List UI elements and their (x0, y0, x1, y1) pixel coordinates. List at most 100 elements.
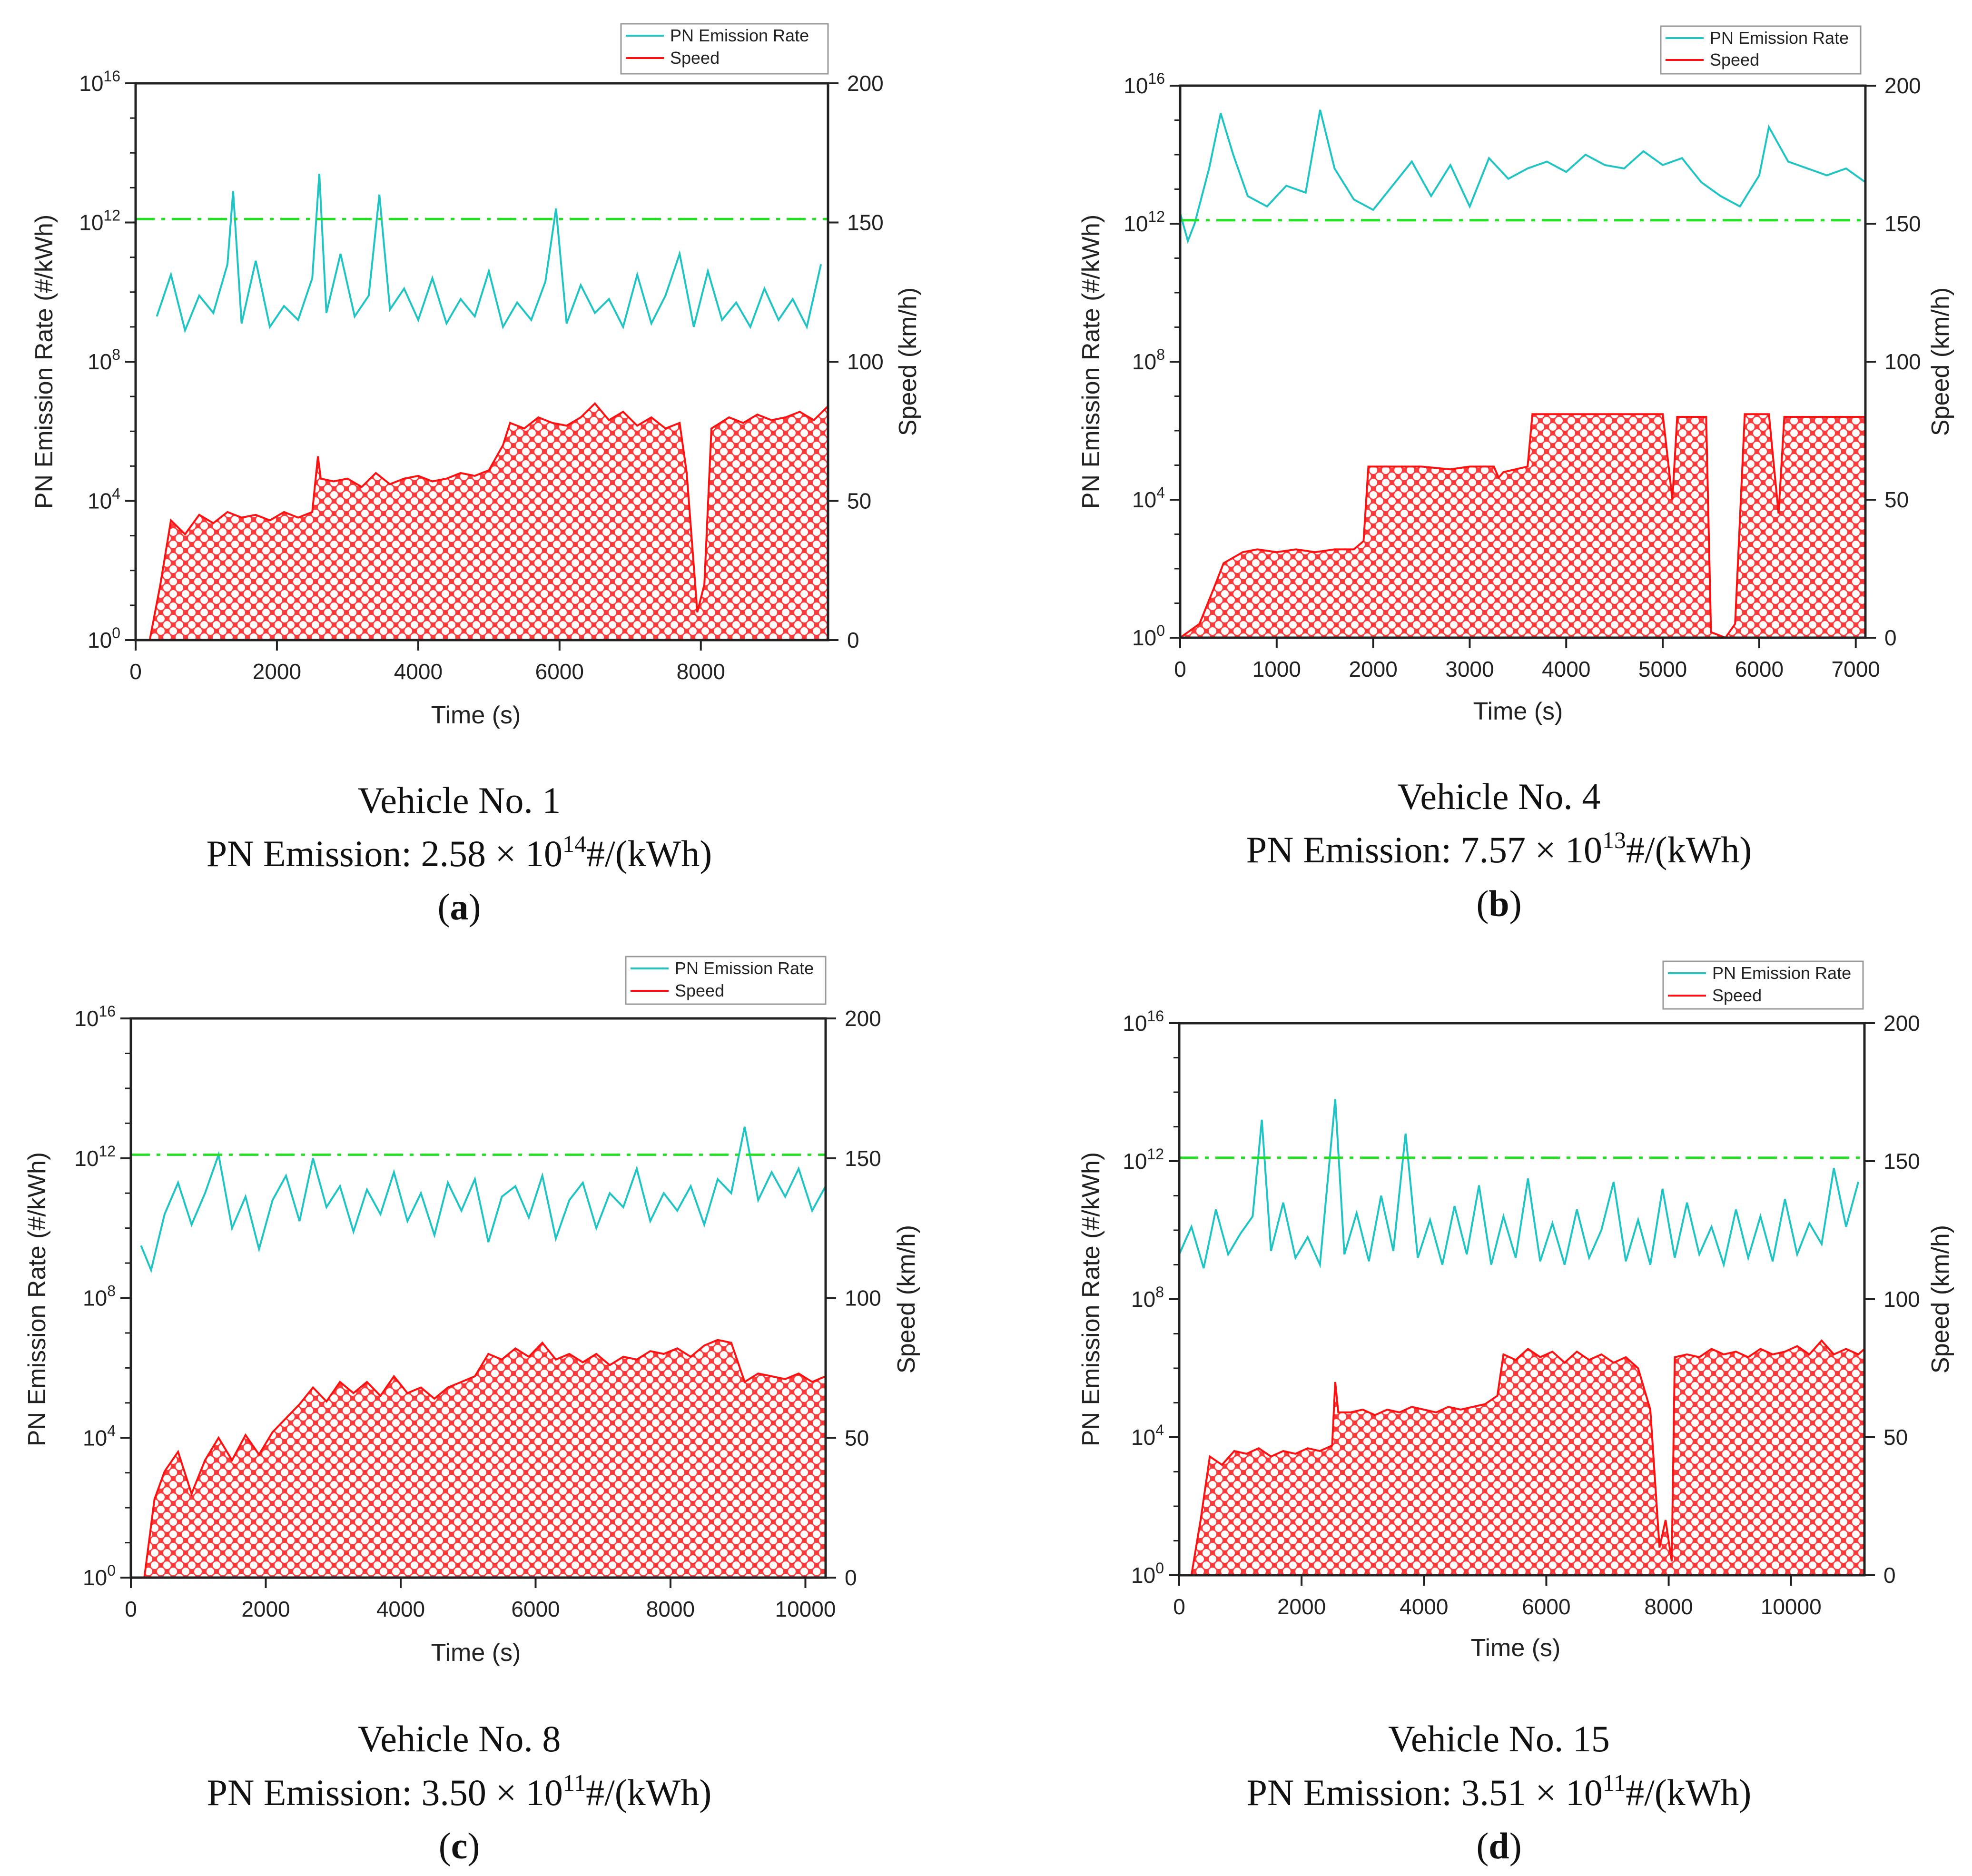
emission-prefix: PN Emission: 2.58 × 10 (207, 833, 562, 874)
x-tick-label: 7000 (1832, 657, 1880, 681)
emission-caption: PN Emission: 7.57 × 1013#/(kWh) (1246, 827, 1752, 870)
panel-a: 0 2000 4000 6000 800010010410810121016050100… (30, 23, 922, 928)
legend: PN Emission Rate Speed (620, 23, 829, 75)
y-tick-exponent: 8 (1155, 1284, 1164, 1301)
y-tick-label: 100 (1131, 1560, 1164, 1588)
y2-tick-label: 0 (1883, 1563, 1896, 1588)
plot-frame (1178, 1022, 1866, 1577)
y2-tick-label: 0 (845, 1565, 857, 1590)
y-tick-base: 10 (83, 1425, 107, 1450)
y-tick-label: 1016 (1124, 70, 1165, 98)
y-tick-exponent: 12 (1147, 1145, 1164, 1163)
emission-exponent: 13 (1602, 827, 1626, 853)
speed-line (143, 1339, 826, 1578)
chart-b-plot: 0 1000 2000 3000 4000 5000 6000 700010010410810… (1124, 70, 1921, 681)
y-tick-base: 10 (83, 1286, 107, 1311)
vehicle-title: Vehicle No. 4 (1398, 776, 1601, 817)
x-tick-label: 10000 (1761, 1594, 1822, 1619)
x-tick-label: 0 (125, 1597, 137, 1621)
y2-tick-label: 150 (1883, 1149, 1920, 1174)
y-axis-title: PN Emission Rate (#/kWh) (30, 215, 58, 509)
x-tick-label: 0 (1174, 657, 1186, 681)
y2-tick-label: 50 (1883, 1425, 1908, 1450)
y-tick-base: 10 (1124, 73, 1148, 98)
emission-caption: PN Emission: 2.58 × 1014#/(kWh) (207, 830, 712, 874)
y-tick-exponent: 0 (107, 1562, 116, 1579)
x-tick-label: 0 (1173, 1594, 1185, 1619)
speed-line (148, 402, 829, 641)
emission-suffix: #/(kWh) (586, 1772, 711, 1813)
legend-label-pn: PN Emission Rate (1712, 963, 1851, 983)
y-tick-exponent: 0 (112, 624, 120, 642)
y-tick-label: 1016 (1123, 1007, 1164, 1036)
speed-line (1179, 413, 1865, 639)
y-axis-title: PN Emission Rate (#/kWh) (1077, 1152, 1105, 1446)
x-tick-label: 6000 (1735, 657, 1784, 681)
x-tick-label: 5000 (1638, 657, 1687, 681)
y-tick-exponent: 4 (107, 1422, 116, 1439)
y-tick-exponent: 16 (103, 68, 120, 85)
emission-prefix: PN Emission: 3.51 × 10 (1247, 1772, 1603, 1813)
y-tick-label: 100 (88, 624, 120, 652)
y2-tick-label: 100 (845, 1286, 881, 1311)
legend-label-pn: PN Emission Rate (670, 26, 809, 45)
emission-suffix: #/(kWh) (586, 833, 712, 874)
y-tick-exponent: 12 (103, 207, 120, 224)
legend-box (1660, 25, 1862, 75)
y-tick-base: 10 (1131, 1425, 1155, 1450)
y2-tick-label: 200 (847, 71, 884, 96)
legend: PN Emission Rate Speed (1662, 960, 1864, 1010)
y-tick-label: 104 (1131, 1422, 1164, 1450)
y-tick-label: 1016 (74, 1003, 116, 1031)
y-tick-base: 10 (79, 210, 103, 235)
y-tick-base: 10 (1123, 1149, 1147, 1174)
speed-area (1191, 1341, 1864, 1575)
y-tick-label: 104 (1132, 484, 1165, 512)
y2-tick-label: 200 (1884, 73, 1921, 98)
y2-tick-label: 100 (1883, 1287, 1920, 1312)
pn-emission-line (156, 173, 822, 334)
legend: PN Emission Rate Speed (1660, 25, 1862, 75)
y-tick-exponent: 0 (1156, 622, 1165, 639)
emission-suffix: #/(kWh) (1626, 829, 1752, 870)
y-tick-base: 10 (74, 1146, 99, 1171)
vehicle-title: Vehicle No. 15 (1388, 1718, 1610, 1759)
y2-tick-label: 150 (845, 1146, 881, 1171)
y-tick-base: 10 (1132, 349, 1156, 374)
plot-frame (134, 82, 829, 642)
y-tick-exponent: 4 (112, 485, 120, 503)
chart-c: 0 2000 4000 6000 8000 10000100104108101210160… (23, 956, 920, 1667)
y-tick-label: 108 (1131, 1284, 1164, 1312)
legend-label-pn: PN Emission Rate (1710, 28, 1849, 48)
y-tick-label: 100 (83, 1562, 116, 1590)
y-tick-exponent: 8 (1156, 346, 1165, 363)
panel-letter: (c) (439, 1825, 480, 1866)
panel-letter-value: a (450, 886, 469, 928)
emission-prefix: PN Emission: 7.57 × 10 (1246, 829, 1602, 870)
y-tick-base: 10 (88, 489, 112, 513)
legend-label-speed: Speed (670, 48, 720, 68)
y-tick-label: 1012 (79, 207, 120, 235)
y2-tick-label: 150 (1884, 211, 1921, 236)
x-tick-label: 6000 (535, 659, 584, 684)
x-tick-label: 2000 (1349, 657, 1397, 681)
speed-line (1190, 1339, 1865, 1576)
y-tick-base: 10 (83, 1565, 107, 1590)
y-tick-label: 1012 (1124, 208, 1165, 236)
panel-letter-value: d (1489, 1825, 1509, 1866)
panel-letter: (a) (438, 886, 481, 928)
y-tick-base: 10 (88, 628, 112, 652)
y-tick-base: 10 (1131, 1287, 1155, 1312)
y-tick-exponent: 16 (1148, 70, 1165, 87)
x-tick-label: 8000 (1644, 1594, 1693, 1619)
x-tick-label: 6000 (511, 1597, 560, 1621)
y2-tick-label: 0 (1884, 625, 1897, 650)
x-axis-title: Time (s) (431, 1639, 521, 1667)
pn-emission-line (1179, 109, 1866, 244)
y-tick-base: 10 (1124, 211, 1148, 236)
legend-label-speed: Speed (1710, 50, 1759, 69)
y-tick-label: 1012 (74, 1143, 116, 1171)
plot-frame (129, 1017, 827, 1579)
x-tick-label: 2000 (1277, 1594, 1326, 1619)
panel-letter-value: c (451, 1825, 468, 1866)
